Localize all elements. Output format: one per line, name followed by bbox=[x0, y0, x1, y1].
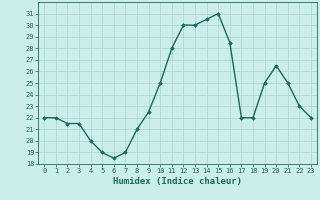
X-axis label: Humidex (Indice chaleur): Humidex (Indice chaleur) bbox=[113, 177, 242, 186]
